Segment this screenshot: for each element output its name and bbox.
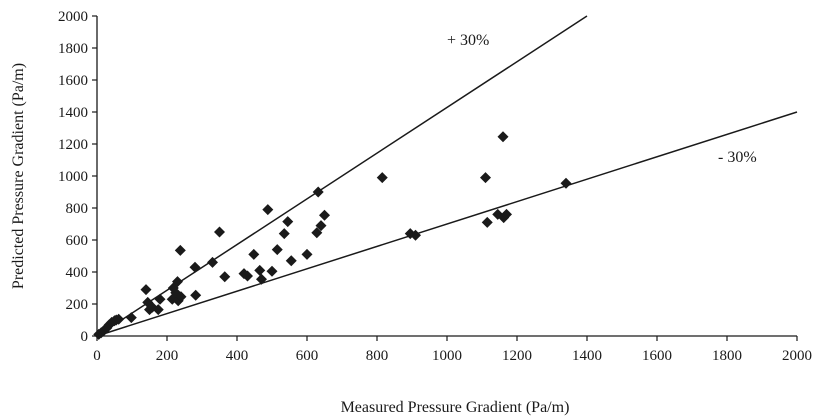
minus-30-percent-line (96, 111, 798, 337)
y-tick-label: 0 (81, 329, 89, 345)
data-point (242, 270, 253, 282)
x-tick-label: 200 (156, 348, 179, 364)
x-tick-label: 400 (226, 348, 249, 364)
data-point (207, 256, 218, 268)
data-point (410, 229, 421, 241)
data-point (248, 248, 260, 260)
data-point (480, 172, 491, 184)
data-point (319, 209, 330, 221)
data-point (560, 177, 572, 189)
y-tick-label: 1400 (58, 105, 88, 121)
y-tick-label: 1000 (58, 169, 88, 185)
x-tick-label: 1600 (642, 348, 672, 364)
data-point (282, 216, 294, 228)
axes: 0 200 400 600 800 1000 1200 1400 1600 1800 2000 0 20… (58, 9, 812, 364)
y-tick-label: 1200 (58, 137, 88, 153)
data-point (140, 284, 152, 296)
data-point (190, 289, 202, 301)
data-point (174, 244, 186, 256)
data-point (497, 131, 509, 143)
data-point (125, 312, 137, 324)
data-point (285, 255, 297, 267)
y-tick-label: 2000 (58, 9, 88, 25)
data-points (93, 131, 572, 340)
data-point (175, 291, 187, 303)
y-axis-title: Predicted Pressure Gradient (Pa/m) (10, 63, 27, 289)
data-point (214, 226, 225, 238)
data-point (266, 265, 278, 277)
data-point (271, 244, 283, 256)
data-point (189, 261, 201, 273)
x-tick-label: 1000 (432, 348, 462, 364)
data-point (172, 276, 183, 288)
data-point (315, 220, 327, 232)
x-tick-label: 2000 (782, 348, 812, 364)
data-point (152, 304, 164, 316)
plus-30-percent-label: + 30% (447, 32, 489, 49)
y-tick-label: 200 (66, 297, 89, 313)
data-point (278, 228, 290, 240)
y-tick-label: 600 (66, 233, 89, 249)
data-point (501, 208, 512, 220)
x-tick-label: 1800 (712, 348, 742, 364)
data-point (311, 227, 323, 239)
data-point (301, 248, 313, 260)
data-point (113, 313, 125, 325)
y-tick-label: 1800 (58, 41, 88, 57)
data-point (262, 204, 274, 216)
data-point (154, 293, 166, 305)
data-point (254, 264, 266, 276)
y-tick-label: 1600 (58, 73, 88, 89)
x-tick-label: 1200 (502, 348, 532, 364)
labels: Predicted Pressure Gradient (Pa/m) Measu… (10, 32, 757, 416)
x-tick-label: 800 (366, 348, 389, 364)
data-point (376, 172, 388, 184)
data-point (481, 216, 493, 228)
y-tick-label: 400 (66, 265, 89, 281)
data-point (219, 271, 231, 283)
data-point (312, 186, 324, 198)
data-point (256, 273, 267, 285)
reference-lines (96, 15, 798, 337)
y-tick-label: 800 (66, 201, 89, 217)
x-tick-label: 600 (296, 348, 319, 364)
x-tick-label: 0 (93, 348, 101, 364)
x-tick-label: 1400 (572, 348, 602, 364)
minus-30-percent-label: - 30% (718, 149, 757, 166)
x-axis-title: Measured Pressure Gradient (Pa/m) (341, 399, 570, 416)
